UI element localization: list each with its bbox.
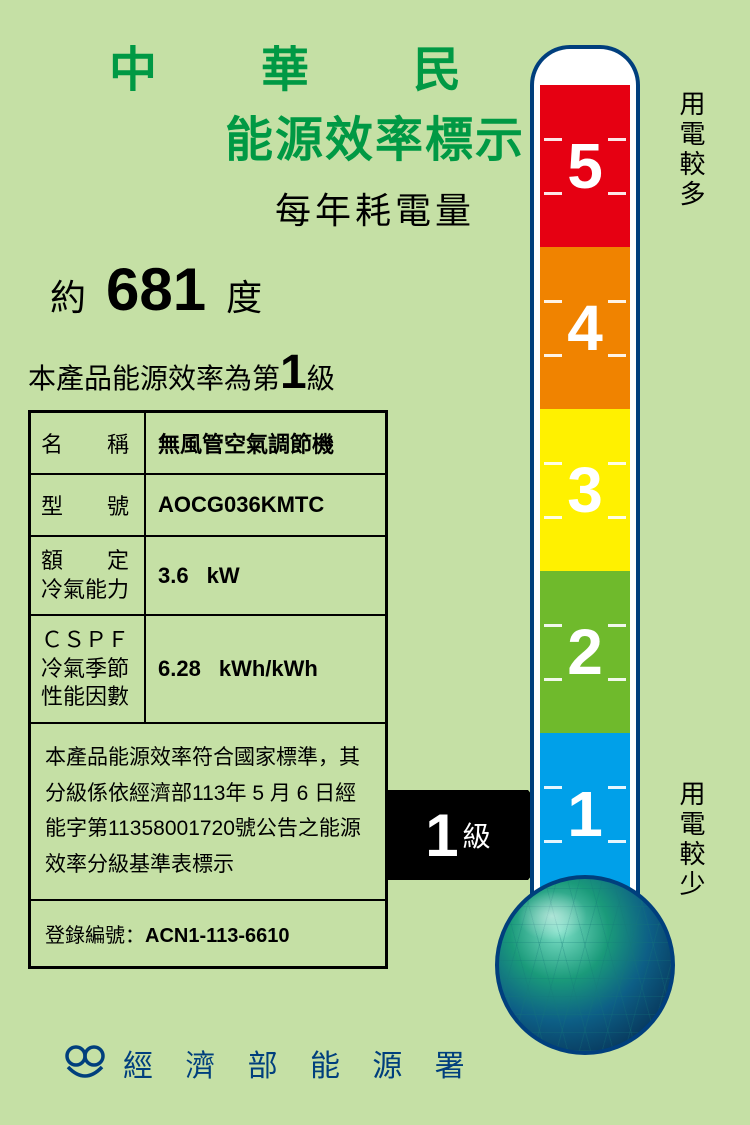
thermo-seg-1: 1 bbox=[540, 733, 630, 895]
seg-label: 2 bbox=[567, 615, 603, 689]
reg-value: ACN1-113-6610 bbox=[145, 925, 290, 947]
kwh-unit: 度 bbox=[226, 269, 262, 321]
cspf-num: 6.28 bbox=[158, 656, 201, 682]
table-row-capacity: 額 定 冷氣能力 3.6 kW bbox=[31, 537, 385, 616]
globe-shine bbox=[517, 891, 587, 941]
grade-badge-number: 1 bbox=[425, 801, 458, 870]
value-name: 無風管空氣調節機 bbox=[146, 413, 385, 473]
approx-label: 約 bbox=[50, 269, 86, 321]
thermo-seg-3: 3 bbox=[540, 409, 630, 571]
thermo-bulb-globe-icon bbox=[495, 875, 675, 1055]
thermo-body: 5 4 3 2 1 bbox=[530, 85, 640, 895]
seg-label: 4 bbox=[567, 291, 603, 365]
grade-line: 本產品能源效率為第 1 級 bbox=[28, 345, 335, 400]
reg-label: 登錄編號： bbox=[45, 925, 145, 947]
value-model: AOCG036KMTC bbox=[146, 475, 385, 535]
table-row-model: 型 號 AOCG036KMTC bbox=[31, 475, 385, 537]
seg-label: 5 bbox=[567, 129, 603, 203]
grade-badge: 1 級 bbox=[388, 790, 528, 880]
seg-label: 3 bbox=[567, 453, 603, 527]
label-cspf: ＣＳＰＦ 冷氣季節 性能因數 bbox=[31, 616, 146, 722]
value-cspf: 6.28 kWh/kWh bbox=[146, 616, 385, 722]
thermo-seg-4: 4 bbox=[540, 247, 630, 409]
agency-name: 經 濟 部 能 源 署 bbox=[123, 1041, 477, 1085]
thermometer: 5 4 3 2 1 bbox=[530, 45, 640, 1025]
grade-suffix: 級 bbox=[307, 357, 335, 397]
table-row-name: 名 稱 無風管空氣調節機 bbox=[31, 413, 385, 475]
thermo-seg-2: 2 bbox=[540, 571, 630, 733]
consumption-row: 約 681 度 bbox=[50, 255, 262, 324]
info-table: 名 稱 無風管空氣調節機 型 號 AOCG036KMTC 額 定 冷氣能力 3.… bbox=[28, 410, 388, 969]
footer: 經 濟 部 能 源 署 bbox=[65, 1041, 477, 1085]
grade-prefix: 本產品能源效率為第 bbox=[28, 357, 280, 397]
registration-row: 登錄編號：ACN1-113-6610 bbox=[31, 901, 385, 966]
compliance-text: 本產品能源效率符合國家標準，其分級係依經濟部113年 5 月 6 日經能字第11… bbox=[31, 724, 385, 901]
capacity-num: 3.6 bbox=[158, 563, 189, 589]
kwh-value: 681 bbox=[106, 255, 206, 324]
label-model: 型 號 bbox=[31, 475, 146, 535]
cspf-unit: kWh/kWh bbox=[219, 656, 318, 682]
value-capacity: 3.6 kW bbox=[146, 537, 385, 614]
label-name: 名 稱 bbox=[31, 413, 146, 473]
seg-label: 1 bbox=[567, 777, 603, 851]
table-row-cspf: ＣＳＰＦ 冷氣季節 性能因數 6.28 kWh/kWh bbox=[31, 616, 385, 724]
grade-number-inline: 1 bbox=[280, 345, 307, 400]
grade-badge-suffix: 級 bbox=[463, 815, 491, 855]
side-label-more: 用電較多 bbox=[673, 90, 710, 210]
thermo-seg-5: 5 bbox=[540, 85, 630, 247]
agency-logo-icon bbox=[65, 1045, 105, 1081]
label-capacity: 額 定 冷氣能力 bbox=[31, 537, 146, 614]
thermo-cap bbox=[530, 45, 640, 85]
side-label-less: 用電較少 bbox=[673, 780, 710, 900]
capacity-unit: kW bbox=[207, 563, 240, 589]
